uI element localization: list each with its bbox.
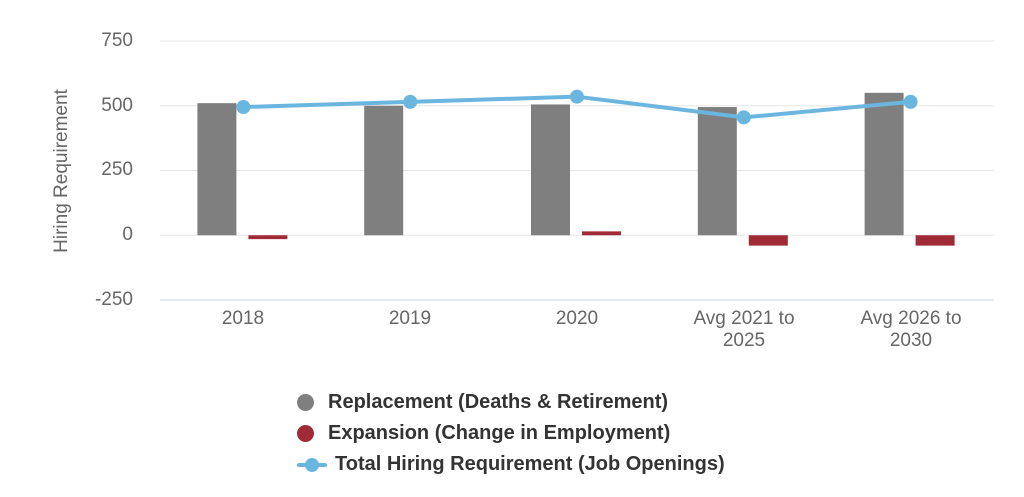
y-tick-label-500: 500	[101, 95, 133, 116]
legend-label-total: Total Hiring Requirement (Job Openings)	[335, 453, 725, 475]
total-point-1[interactable]	[403, 94, 418, 109]
total-point-0[interactable]	[236, 100, 251, 115]
x-axis-label-avg2630: Avg 2026 to 2030	[860, 308, 962, 351]
y-tick-label-0: 0	[122, 224, 133, 245]
total-point-4[interactable]	[903, 94, 918, 109]
legend-label-expansion: Expansion (Change in Employment)	[328, 422, 671, 444]
expansion-bar-4[interactable]	[915, 235, 955, 246]
y-tick-label-n250: -250	[94, 289, 133, 310]
expansion-bar-0[interactable]	[248, 235, 288, 240]
legend-label-replacement: Replacement (Deaths & Retirement)	[328, 391, 669, 413]
replacement-bar-1[interactable]	[364, 105, 404, 236]
legend-item-replacement[interactable]: Replacement (Deaths & Retirement)	[297, 391, 725, 414]
legend: Replacement (Deaths & Retirement) Expans…	[297, 391, 725, 476]
y-tick-label-750: 750	[101, 30, 133, 51]
x-axis-label-2018: 2018	[221, 308, 265, 329]
replacement-bar-0[interactable]	[197, 103, 237, 236]
legend-item-total[interactable]: Total Hiring Requirement (Job Openings)	[297, 453, 725, 476]
expansion-marker-icon	[297, 425, 314, 442]
total-point-2[interactable]	[570, 89, 584, 104]
replacement-bar-3[interactable]	[697, 107, 737, 236]
replacement-bar-2[interactable]	[531, 104, 570, 236]
replacement-bar-4[interactable]	[864, 92, 904, 236]
replacement-marker-icon	[297, 394, 314, 411]
x-axis-label-2020: 2020	[555, 308, 599, 329]
legend-item-expansion[interactable]: Expansion (Change in Employment)	[297, 422, 725, 445]
total-line-marker-dot	[305, 457, 319, 472]
expansion-bar-3[interactable]	[748, 235, 788, 246]
x-axis-label-avg2125: Avg 2021 to 2025	[693, 308, 795, 351]
total-line-marker-icon	[297, 456, 327, 473]
x-axis-label-2019: 2019	[388, 308, 432, 329]
y-tick-label-250: 250	[101, 159, 133, 180]
total-point-3[interactable]	[736, 110, 751, 125]
expansion-bar-2[interactable]	[582, 231, 621, 236]
